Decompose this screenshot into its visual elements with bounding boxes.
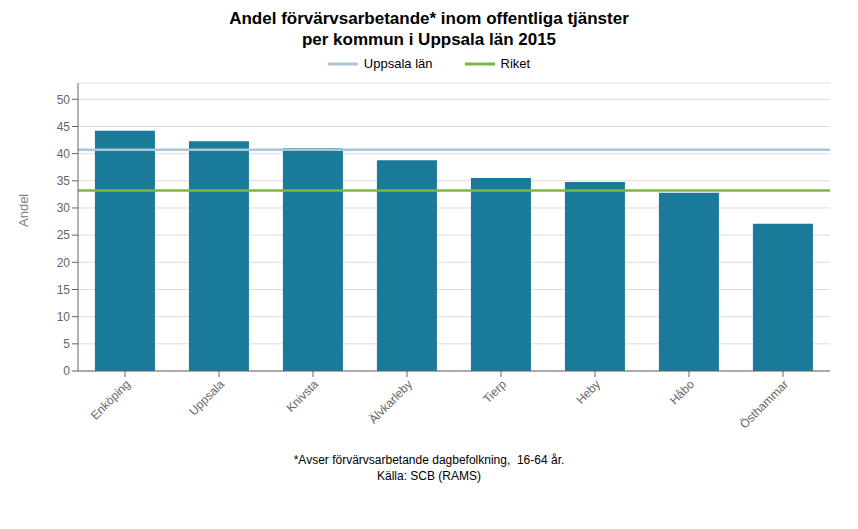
html-text:Uppsala län: Uppsala län <box>363 56 433 71</box>
svg-text:15: 15 <box>57 283 71 297</box>
svg-text:Uppsala: Uppsala <box>186 377 227 418</box>
html-text:Andel förvärvsarbetande* inom: Andel förvärvsarbetande* inom offentliga… <box>229 9 629 28</box>
svg-text:Håbo: Håbo <box>667 377 697 407</box>
svg-text:5: 5 <box>63 337 70 351</box>
svg-text:Enköping: Enköping <box>88 377 133 422</box>
html-text:*Avser förvärvsarbetande dagbe: *Avser förvärvsarbetande dagbefolkning, … <box>293 453 565 467</box>
html-text:per kommun i Uppsala län 2015: per kommun i Uppsala län 2015 <box>301 30 557 49</box>
html-text:Källa: SCB (RAMS): Källa: SCB (RAMS) <box>377 469 481 483</box>
svg-text:20: 20 <box>57 256 71 270</box>
svg-text:Östhammar: Östhammar <box>737 377 791 431</box>
svg-text:Andel: Andel <box>16 194 31 227</box>
svg-text:Knivsta: Knivsta <box>283 377 321 415</box>
svg-text:Älvkarleby: Älvkarleby <box>366 377 415 426</box>
svg-text:25: 25 <box>57 228 71 242</box>
svg-text:Heby: Heby <box>573 377 603 407</box>
svg-text:Tierp: Tierp <box>480 377 509 406</box>
html-text:Riket: Riket <box>500 56 531 71</box>
svg-text:35: 35 <box>57 174 71 188</box>
svg-text:45: 45 <box>57 120 71 134</box>
svg-text:50: 50 <box>57 93 71 107</box>
svg-text:10: 10 <box>57 310 71 324</box>
svg-text:30: 30 <box>57 201 71 215</box>
svg-text:0: 0 <box>63 364 70 378</box>
svg-text:40: 40 <box>57 147 71 161</box>
